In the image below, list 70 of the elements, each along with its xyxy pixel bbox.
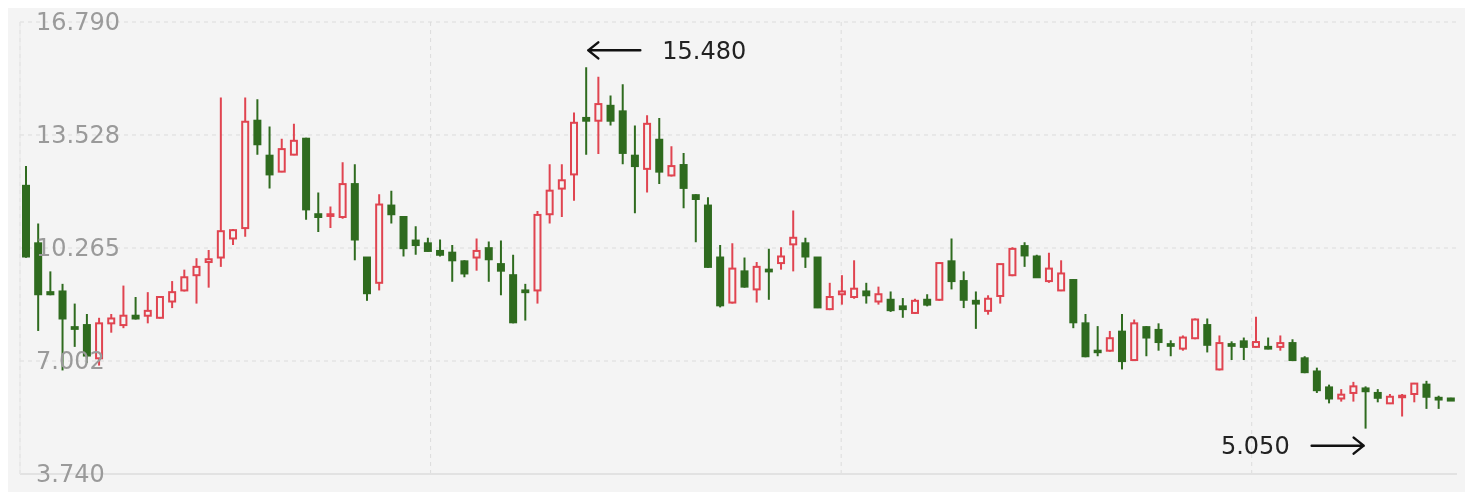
y-tick-label: 3.740	[36, 460, 105, 489]
candlestick	[594, 75, 603, 155]
candlestick	[387, 189, 396, 225]
candlestick	[70, 302, 79, 348]
candlestick	[1239, 336, 1248, 362]
candlestick	[947, 237, 956, 291]
candlestick	[545, 163, 554, 225]
candlestick	[801, 236, 810, 269]
candlestick	[1251, 315, 1260, 349]
candlestick	[107, 312, 116, 334]
candlestick	[1154, 322, 1163, 352]
candlestick	[1105, 329, 1114, 353]
candlestick	[253, 98, 262, 156]
candlestick	[314, 191, 323, 233]
candlestick	[777, 246, 786, 271]
candlestick	[582, 66, 591, 156]
candlestick	[1325, 383, 1334, 405]
candlestick	[1044, 251, 1053, 284]
candlestick	[606, 94, 615, 127]
candlestick	[898, 297, 907, 319]
candlestick	[411, 225, 420, 256]
candlestick	[326, 205, 335, 230]
annotation: 15.480	[662, 36, 747, 65]
candlestick	[959, 270, 968, 310]
candlestick	[1093, 325, 1102, 358]
candlestick	[850, 259, 859, 300]
candlestick	[484, 240, 493, 283]
candlestick	[1020, 241, 1029, 268]
candlestick	[1398, 392, 1407, 418]
candlestick	[155, 295, 164, 320]
candlestick	[667, 145, 676, 178]
candlestick	[752, 261, 761, 304]
candlestick	[204, 248, 213, 289]
candlestick	[1227, 340, 1236, 362]
candlestick	[168, 280, 177, 310]
candlestick	[448, 244, 457, 283]
candlestick	[277, 137, 286, 174]
candlestick	[1142, 325, 1151, 358]
candlestick	[289, 122, 298, 157]
y-tick-label: 16.790	[36, 8, 120, 37]
candlestick	[1312, 366, 1321, 394]
candlestick	[192, 257, 201, 305]
annotation: 5.050	[1220, 432, 1290, 461]
candlestick	[1203, 317, 1212, 354]
candlestick	[496, 239, 505, 297]
candlestick	[1422, 379, 1431, 410]
candlestick	[1057, 259, 1066, 293]
candlestick	[886, 290, 895, 313]
candlestick	[557, 163, 566, 218]
candlestick	[679, 151, 688, 210]
candlestick	[764, 247, 773, 301]
candlestick	[119, 284, 128, 330]
candlestick	[265, 125, 274, 190]
candlestick	[1361, 385, 1370, 430]
y-tick-label: 13.528	[36, 121, 120, 150]
candlestick	[131, 296, 140, 321]
candlestick	[691, 193, 700, 244]
candlestick	[837, 274, 846, 306]
candlestick	[472, 237, 481, 272]
candlestick	[862, 281, 871, 305]
candlestick	[984, 294, 993, 316]
candlestick	[874, 285, 883, 306]
candlestick	[630, 124, 639, 215]
candlestick	[789, 209, 798, 273]
candlestick	[825, 281, 834, 312]
candlestick	[740, 256, 749, 289]
candlestick	[1349, 380, 1358, 403]
candlestick	[143, 291, 152, 325]
candlestick	[971, 290, 980, 330]
candlestick	[521, 282, 530, 322]
